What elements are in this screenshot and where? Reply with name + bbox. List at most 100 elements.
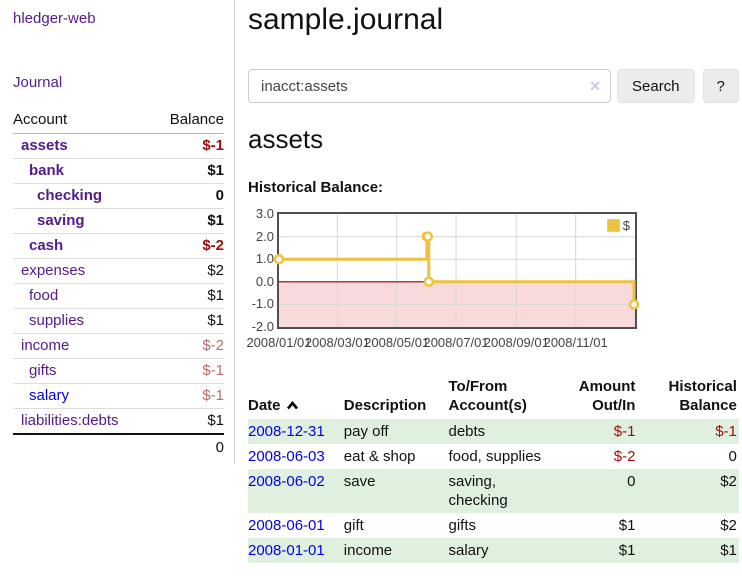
transaction-description: save [343,473,376,490]
account-link[interactable]: saving [37,212,85,229]
transaction-date-link[interactable]: 2008-06-03 [248,448,325,465]
account-row: expenses $2 [13,258,224,284]
legend-label: $ [622,218,630,233]
x-tick-label: 2008/07/01 [423,335,489,350]
account-balance: $1 [207,162,224,179]
account-row: liabilities:debts $1 [13,408,224,435]
transaction-amount: 0 [627,473,636,490]
sidebar-item-journal[interactable]: Journal [13,74,63,91]
transaction-accounts: gifts [448,517,476,534]
transaction-balance: $1 [720,542,737,559]
account-link[interactable]: expenses [21,262,86,279]
account-row: cash $-2 [13,233,224,259]
account-link[interactable]: gifts [29,362,57,379]
search-form: ✕ Search ? [248,69,739,103]
account-row: assets $-1 [13,134,224,159]
account-balance: 0 [215,187,224,204]
x-tick-label: 2008/09/01 [483,335,549,350]
search-button[interactable]: Search [617,69,695,103]
sidebar: hledger-web Journal Account Balance asse… [0,0,235,464]
account-link[interactable]: liabilities:debts [21,412,119,429]
chart-title: Historical Balance: [248,179,384,196]
description-column-header: Description [343,397,427,414]
accounts-total-value: 0 [152,433,224,460]
account-link[interactable]: food [29,287,59,304]
app-title-link[interactable]: hledger-web [13,10,96,27]
account-row: bank $1 [13,158,224,184]
transaction-description: income [343,542,393,559]
y-tick-label: 0.0 [255,273,274,289]
legend-swatch-icon [606,219,620,232]
search-input[interactable] [248,69,611,103]
accounts-total-row: 0 [13,433,224,460]
y-tick-label: -1.0 [251,296,274,312]
sort-ascending-icon [286,396,299,415]
transaction-description: eat & shop [343,448,416,465]
date-column-header[interactable]: Date [248,374,344,419]
transaction-accounts: debts [448,423,486,440]
account-balance: $-2 [202,237,224,254]
account-heading: assets [248,124,324,154]
main-content: sample.journal ✕ Search ? assets Histori… [235,0,742,563]
chart-plot-area: $ [273,212,640,329]
account-row: gifts $-1 [13,358,224,384]
account-row: food $1 [13,283,224,309]
account-balance: $-1 [202,362,224,379]
account-balance: $-1 [202,387,224,404]
transaction-date-link[interactable]: 2008-01-01 [248,542,325,559]
transaction-balance: $2 [720,517,737,534]
x-tick-label: 2008/03/01 [304,335,370,350]
account-balance: $-1 [202,137,224,154]
clear-search-icon[interactable]: ✕ [589,78,601,94]
transaction-row: 2008-01-01 income salary $1 $1 [248,538,739,563]
account-row: saving $1 [13,208,224,234]
account-link[interactable]: income [21,337,70,354]
hledger-web-app: hledger-web Journal Account Balance asse… [0,0,742,563]
accounts-table-header: Account Balance [13,108,224,134]
page-title: sample.journal [248,3,444,36]
amount-column-header: Amount Out/In [578,378,636,414]
transaction-date-link[interactable]: 2008-06-01 [248,517,325,534]
register-header-row: Date Description To/From Account(s) Amou… [248,374,739,419]
balance-column-header: Balance [152,108,224,134]
account-link[interactable]: bank [29,162,65,179]
transaction-row: 2008-06-03 eat & shop food, supplies $-2… [248,444,739,469]
transaction-description: pay off [343,423,389,440]
account-balance: $-2 [202,337,224,354]
account-link[interactable]: supplies [29,312,85,329]
transaction-amount: $-2 [613,448,636,465]
account-link[interactable]: cash [29,237,64,254]
y-tick-label: 2.0 [255,228,274,244]
transaction-date-link[interactable]: 2008-06-02 [248,473,325,490]
historical-balance-chart: 3.0 2.0 1.0 0.0 -1.0 -2.0 $ 2008/01/01 2008/03… [246,206,658,353]
transaction-amount: $-1 [613,423,636,440]
chart-canvas [273,214,640,327]
account-balance: $1 [207,412,224,429]
account-row: salary $-1 [13,383,224,409]
transaction-row: 2008-06-01 gift gifts $1 $2 [248,513,739,538]
transaction-date-link[interactable]: 2008-12-31 [248,423,325,440]
transaction-accounts: salary [448,542,489,559]
balance-column-header: Historical Balance [668,378,737,414]
y-tick-label: -2.0 [251,319,274,334]
account-balance: $1 [207,212,224,229]
transaction-description: gift [343,517,364,534]
transaction-balance: 0 [728,448,737,465]
accounts-table: Account Balance assets $-1 bank $1 check… [13,108,224,460]
help-button[interactable]: ? [702,69,739,103]
transaction-row: 2008-06-02 save saving, checking 0 $2 [248,469,739,513]
chart-legend: $ [604,217,632,234]
accounts-column-header: To/From Account(s) [448,378,527,414]
y-tick-label: 3.0 [255,206,274,221]
account-link[interactable]: assets [21,137,68,154]
account-balance: $2 [207,262,224,279]
x-tick-label: 2008/11/01 [543,335,608,350]
account-link[interactable]: checking [37,187,103,204]
account-balance: $1 [207,312,224,329]
account-row: supplies $1 [13,308,224,334]
transaction-row: 2008-12-31 pay off debts $-1 $-1 [248,419,739,444]
account-row: income $-2 [13,333,224,359]
account-balance: $1 [207,287,224,304]
transaction-accounts: food, supplies [448,448,542,465]
account-link[interactable]: salary [29,387,70,404]
